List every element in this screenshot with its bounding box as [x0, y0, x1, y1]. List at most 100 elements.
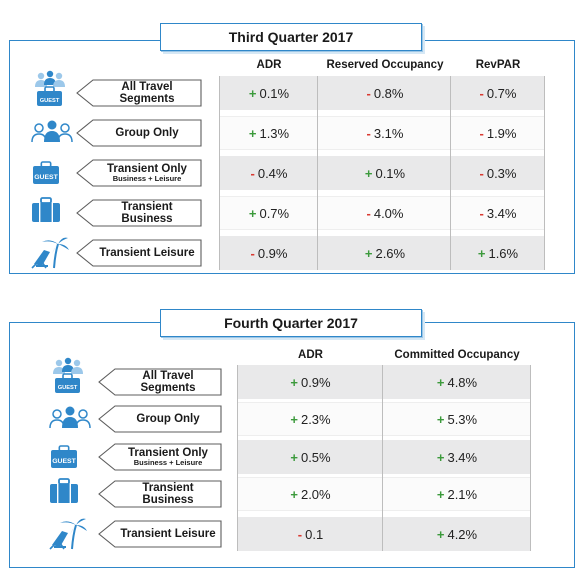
q4-value-cell: -0.1 — [238, 517, 383, 551]
plus-sign: + — [364, 245, 373, 261]
value-number: 3.1% — [373, 125, 404, 141]
value-number: 0.1% — [375, 165, 406, 181]
minus-sign: - — [479, 85, 484, 101]
segment-name: Group Only — [136, 412, 200, 425]
q4-row-bg — [238, 402, 530, 436]
q4-segment-label-text: Transient Business — [118, 480, 218, 508]
q4-title: Fourth Quarter 2017 — [160, 309, 422, 337]
q3-segment-label-4: Transient Leisure — [76, 239, 202, 267]
minus-sign: - — [479, 125, 484, 141]
segment-subtitle: Business + Leisure — [112, 174, 182, 184]
q4-segment-label-2: Transient Only Business + Leisure — [98, 443, 222, 471]
q4-segment-label-text: Transient Only Business + Leisure — [118, 443, 218, 471]
q3-value-cell: +1.6% — [452, 236, 544, 270]
value-number: 5.3% — [447, 411, 478, 427]
q3-column-divider — [450, 76, 451, 270]
segment-name: Transient Leisure — [120, 527, 216, 540]
q4-value-cell: +2.3% — [238, 402, 383, 436]
minus-sign: - — [366, 85, 371, 101]
q4-segment-label-4: Transient Leisure — [98, 520, 222, 548]
q4-row-bg — [238, 477, 530, 511]
value-number: 4.0% — [373, 205, 404, 221]
q3-segment-label-2: Transient Only Business + Leisure — [76, 159, 202, 187]
q4-value-cell: +3.4% — [383, 440, 531, 474]
segment-name: Transient Leisure — [99, 246, 195, 259]
segment-name: Transient Business — [121, 200, 173, 225]
minus-sign: - — [250, 245, 255, 261]
value-number: 0.4% — [257, 165, 288, 181]
value-number: 1.9% — [486, 125, 517, 141]
minus-sign: - — [366, 205, 371, 221]
q4-segment-label-0: All Travel Segments — [98, 368, 222, 396]
q3-value-cell: -0.7% — [452, 76, 544, 110]
q3-row-bg — [220, 236, 545, 270]
q3-value-cell: +0.1% — [220, 76, 318, 110]
q3-row-bg — [220, 76, 545, 110]
q4-value-cell: +5.3% — [383, 402, 531, 436]
guest-luggage-icon: GUEST — [30, 158, 62, 191]
q4-segment-label-text: Transient Leisure — [118, 520, 218, 548]
q3-row-bg — [220, 116, 545, 150]
value-number: 0.8% — [373, 85, 404, 101]
q3-column-divider — [219, 76, 220, 270]
q3-col-header-2: RevPAR — [475, 59, 521, 71]
q3-segment-label-text: Group Only — [96, 119, 198, 147]
briefcase-icon — [30, 196, 62, 229]
q4-column-divider — [382, 365, 383, 551]
q4-segment-label-1: Group Only — [98, 405, 222, 433]
segment-name: Transient Business — [142, 481, 194, 506]
plus-sign: + — [290, 374, 298, 390]
svg-text:GUEST: GUEST — [40, 98, 60, 104]
q4-segment-label-3: Transient Business — [98, 480, 222, 508]
segment-subtitle: Business + Leisure — [133, 458, 203, 468]
plus-sign: + — [248, 205, 257, 221]
guest-luggage-icon: GUEST — [48, 442, 80, 475]
q4-value-cell: +2.1% — [383, 477, 531, 511]
value-number: 0.3% — [486, 165, 517, 181]
value-number: 2.6% — [375, 245, 406, 261]
plus-sign: + — [248, 85, 257, 101]
plus-sign: + — [290, 411, 298, 427]
segment-name: Transient Only — [128, 447, 208, 460]
minus-sign: - — [479, 205, 484, 221]
q3-segment-label-3: Transient Business — [76, 199, 202, 227]
q3-column-divider — [544, 76, 545, 270]
plus-sign: + — [248, 125, 257, 141]
q3-value-cell: -3.1% — [318, 116, 452, 150]
plus-sign: + — [477, 245, 486, 261]
q4-column-divider — [530, 365, 531, 551]
q3-column-divider — [317, 76, 318, 270]
q3-value-cell: +0.1% — [318, 156, 452, 190]
value-number: 2.1% — [447, 486, 478, 502]
value-number: 0.1 — [305, 526, 324, 542]
q3-value-cell: -0.9% — [220, 236, 318, 270]
q3-value-cell: -0.3% — [452, 156, 544, 190]
value-number: 0.9% — [257, 245, 288, 261]
plus-sign: + — [290, 486, 298, 502]
q3-value-cell: -0.4% — [220, 156, 318, 190]
q3-value-cell: +1.3% — [220, 116, 318, 150]
plus-sign: + — [436, 449, 445, 465]
svg-text:GUEST: GUEST — [52, 458, 76, 465]
plus-sign: + — [364, 165, 373, 181]
beach-chair-palm-icon — [30, 234, 70, 275]
q3-segment-label-text: Transient Business — [96, 199, 198, 227]
svg-text:GUEST: GUEST — [34, 174, 58, 181]
group-people-icon — [30, 118, 74, 151]
beach-chair-palm-icon — [48, 515, 88, 556]
q3-segment-label-1: Group Only — [76, 119, 202, 147]
value-number: 0.7% — [486, 85, 517, 101]
svg-text:GUEST: GUEST — [58, 385, 78, 391]
value-number: 0.1% — [259, 85, 290, 101]
q3-title: Third Quarter 2017 — [160, 23, 422, 51]
value-number: 1.3% — [259, 125, 290, 141]
q3-segment-label-text: All Travel Segments — [96, 79, 198, 107]
plus-sign: + — [436, 526, 445, 542]
q3-row-bg — [220, 196, 545, 230]
q4-row-bg — [238, 365, 530, 399]
q4-row-bg — [238, 440, 530, 474]
q4-col-header-1: Committed Occupancy — [394, 349, 520, 361]
q3-segment-label-text: Transient Only Business + Leisure — [96, 159, 198, 187]
value-number: 0.9% — [300, 374, 331, 390]
plus-sign: + — [436, 411, 445, 427]
